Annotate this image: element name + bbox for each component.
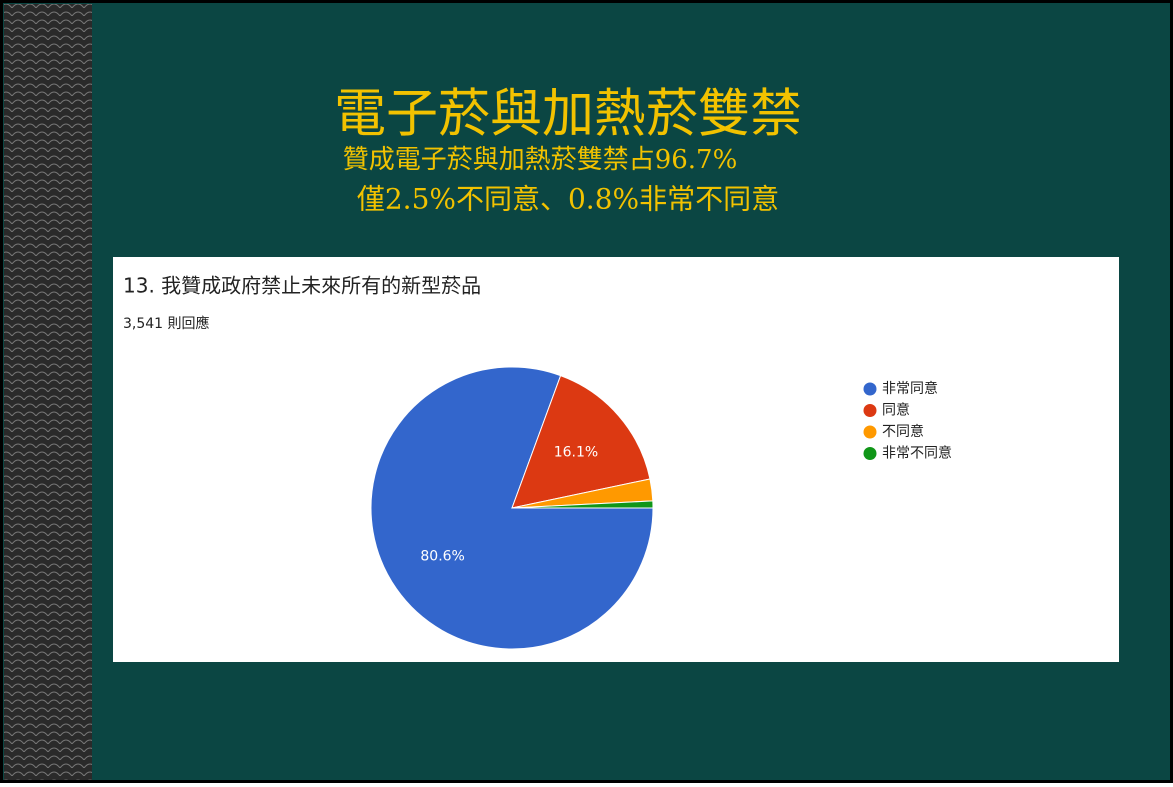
chart-subtitle: 3,541 則回應	[123, 315, 210, 332]
chart-title: 13. 我贊成政府禁止未來所有的新型菸品	[123, 274, 481, 298]
slice-label: 16.1%	[554, 445, 598, 461]
slide-subtitle: 僅2.5%不同意、0.8%非常不同意	[357, 183, 779, 216]
legend-marker	[863, 404, 877, 417]
side-strip	[4, 4, 92, 783]
legend-marker	[863, 382, 877, 396]
legend-label: 非常不同意	[882, 445, 952, 462]
legend-marker	[863, 447, 877, 460]
pie-slice	[511, 374, 651, 509]
legend-label: 非常同意	[882, 380, 938, 397]
slice-label: 80.6%	[420, 548, 464, 564]
legend-label: 同意	[882, 402, 910, 419]
legend-marker	[863, 425, 877, 439]
slide-title: 電子菸與加熱菸雙禁	[334, 85, 802, 145]
pie-slice	[370, 366, 654, 650]
pie-slice	[511, 500, 654, 509]
legend-label: 不同意	[882, 423, 924, 440]
slide-subtitle: 贊成電子菸與加熱菸雙禁占96.7%	[343, 145, 738, 175]
